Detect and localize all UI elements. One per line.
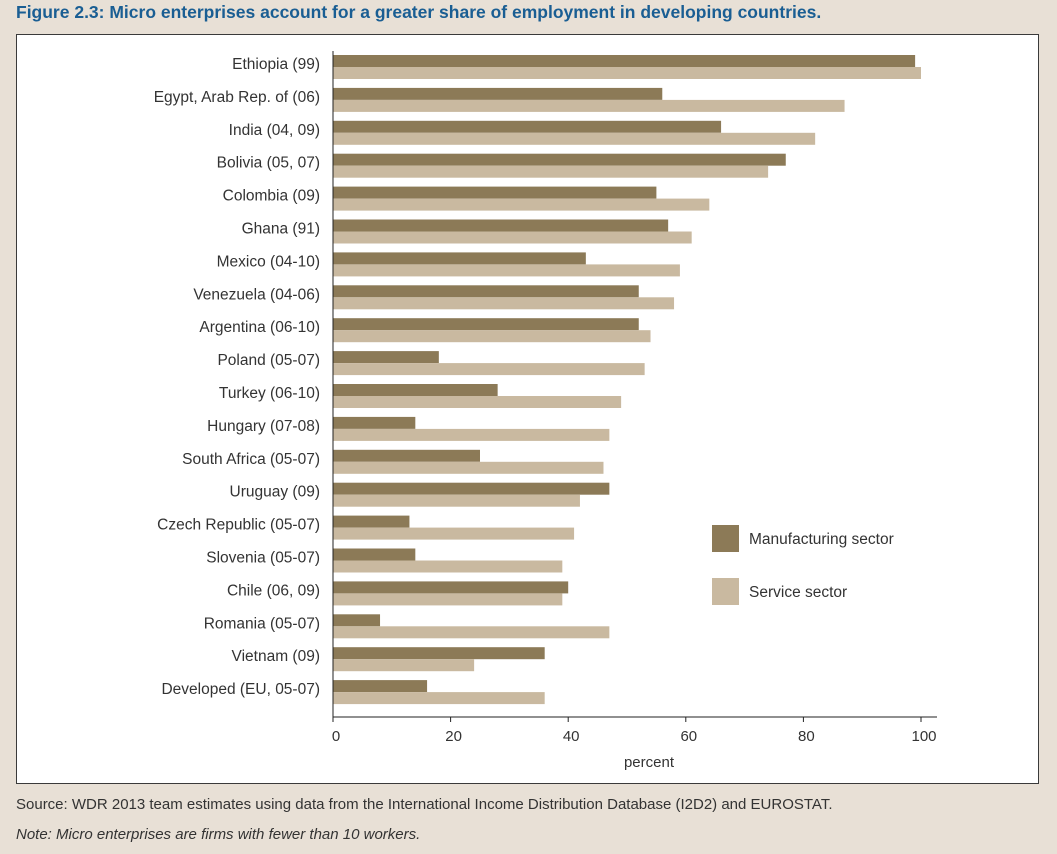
x-tick-label: 40 bbox=[563, 728, 580, 745]
legend-swatch-service bbox=[712, 578, 739, 605]
category-label: Turkey (06-10) bbox=[219, 385, 320, 402]
legend-swatch-manufacturing bbox=[712, 525, 739, 552]
bar-chart: Ethiopia (99) Egypt, Arab Rep. of (06) Ind… bbox=[154, 51, 937, 771]
service-bar bbox=[333, 363, 645, 376]
figure-title: Figure 2.3: Micro enterprises account fo… bbox=[16, 2, 822, 22]
manufacturing-bar bbox=[333, 186, 657, 199]
manufacturing-bar bbox=[333, 482, 610, 495]
service-bar bbox=[333, 593, 563, 606]
category-label: South Africa (05-07) bbox=[182, 451, 320, 468]
service-bar bbox=[333, 231, 692, 244]
service-bar bbox=[333, 297, 675, 310]
category-label: Chile (06, 09) bbox=[227, 582, 320, 599]
manufacturing-bar bbox=[333, 680, 428, 693]
service-bar bbox=[333, 692, 545, 705]
service-bar bbox=[333, 527, 575, 540]
service-bar bbox=[333, 264, 680, 277]
service-bar bbox=[333, 626, 610, 639]
category-label: Slovenia (05-07) bbox=[206, 550, 320, 567]
manufacturing-bar bbox=[333, 252, 586, 265]
manufacturing-bar bbox=[333, 351, 439, 364]
service-bar bbox=[333, 428, 610, 441]
category-label: Ethiopia (99) bbox=[232, 56, 320, 73]
x-tick-label: 80 bbox=[798, 728, 815, 745]
manufacturing-bar bbox=[333, 87, 663, 100]
category-label: Hungary (07-08) bbox=[207, 418, 320, 435]
category-label: Argentina (06-10) bbox=[199, 319, 320, 336]
manufacturing-bar bbox=[333, 614, 381, 627]
x-axis-title: percent bbox=[624, 754, 675, 771]
manufacturing-bar bbox=[333, 153, 786, 166]
service-bar bbox=[333, 330, 651, 343]
x-tick-label: 0 bbox=[332, 728, 340, 745]
manufacturing-bar bbox=[333, 449, 480, 462]
legend-label: Service sector bbox=[749, 584, 847, 601]
service-bar bbox=[333, 560, 563, 573]
category-label: Uruguay (09) bbox=[230, 484, 320, 501]
service-bar bbox=[333, 165, 769, 178]
category-label: Mexico (04-10) bbox=[217, 253, 320, 270]
service-bar bbox=[333, 198, 710, 211]
manufacturing-bar bbox=[333, 120, 722, 133]
legend-label: Manufacturing sector bbox=[749, 531, 894, 548]
manufacturing-bar bbox=[333, 384, 498, 396]
category-label: Czech Republic (05-07) bbox=[157, 517, 320, 534]
manufacturing-bar bbox=[333, 581, 569, 594]
manufacturing-bar bbox=[333, 515, 410, 528]
category-label: Bolivia (05, 07) bbox=[217, 155, 320, 172]
category-label: Poland (05-07) bbox=[217, 352, 320, 369]
x-tick-label: 20 bbox=[445, 728, 462, 745]
category-label: India (04, 09) bbox=[229, 122, 320, 139]
service-bar bbox=[333, 461, 604, 474]
service-bar bbox=[333, 659, 475, 672]
x-tick-label: 100 bbox=[911, 728, 936, 745]
manufacturing-bar bbox=[333, 548, 416, 561]
category-label: Romania (05-07) bbox=[204, 615, 320, 632]
source-note: Source: WDR 2013 team estimates using da… bbox=[16, 796, 833, 813]
category-label: Colombia (09) bbox=[223, 188, 320, 205]
manufacturing-bar bbox=[333, 647, 545, 660]
category-label: Egypt, Arab Rep. of (06) bbox=[154, 89, 320, 106]
service-bar bbox=[333, 132, 816, 145]
category-label: Vietnam (09) bbox=[232, 648, 320, 665]
chart-panel: Ethiopia (99) Egypt, Arab Rep. of (06) Ind… bbox=[16, 34, 1039, 784]
service-bar bbox=[333, 67, 921, 79]
x-tick-label: 60 bbox=[680, 728, 697, 745]
manufacturing-bar bbox=[333, 285, 639, 298]
service-bar bbox=[333, 494, 580, 507]
manufacturing-bar bbox=[333, 55, 916, 67]
category-label: Developed (EU, 05-07) bbox=[161, 681, 320, 698]
service-bar bbox=[333, 396, 622, 408]
service-bar bbox=[333, 99, 845, 112]
manufacturing-bar bbox=[333, 318, 639, 331]
footnote: Note: Micro enterprises are firms with f… bbox=[16, 826, 421, 843]
category-label: Venezuela (04-06) bbox=[193, 286, 320, 303]
category-label: Ghana (91) bbox=[242, 221, 320, 238]
manufacturing-bar bbox=[333, 416, 416, 429]
manufacturing-bar bbox=[333, 219, 669, 232]
